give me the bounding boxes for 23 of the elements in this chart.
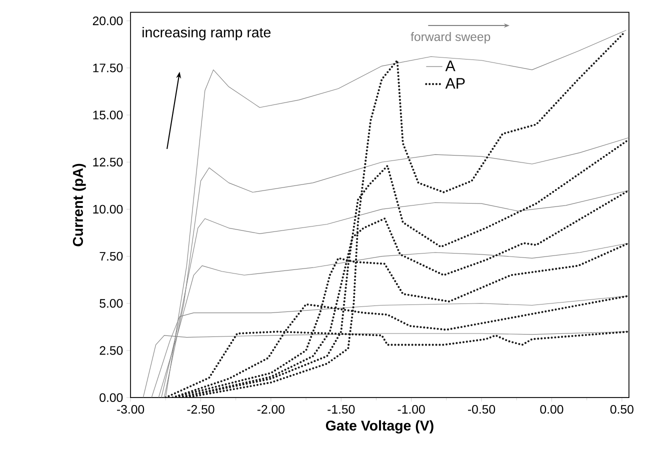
x-tick-label: -1.00: [398, 405, 425, 414]
x-tick-label: -1.50: [328, 405, 355, 414]
y-tick-label: 0.00: [100, 393, 123, 402]
x-axis-title: Gate Voltage (V): [326, 420, 434, 434]
y-tick-label: 20.00: [92, 16, 123, 26]
y-tick-label: 5.00: [100, 299, 123, 308]
y-tick-label: 7.50: [100, 252, 123, 261]
y-tick-label: 2.50: [100, 346, 123, 356]
annotation: increasing ramp rate: [142, 27, 271, 40]
y-tick-label: 17.50: [93, 64, 123, 72]
y-tick-label: 12.50: [93, 158, 123, 167]
annotation: forward sweep: [410, 32, 490, 44]
x-tick-label: -2.50: [187, 405, 214, 414]
legend-label: AP: [445, 78, 465, 89]
y-tick-label: 15.00: [93, 110, 123, 120]
y-tick-label: 10.00: [93, 205, 123, 214]
x-tick-label: 0.00: [540, 405, 564, 414]
y-axis-title: Current (pA): [72, 164, 86, 246]
x-tick-label: -2.00: [257, 405, 284, 414]
x-tick-label: -0.50: [468, 405, 496, 414]
x-tick-label: -3.00: [117, 405, 144, 414]
legend-label: A: [445, 60, 456, 72]
x-tick-label: 0.50: [610, 405, 634, 414]
